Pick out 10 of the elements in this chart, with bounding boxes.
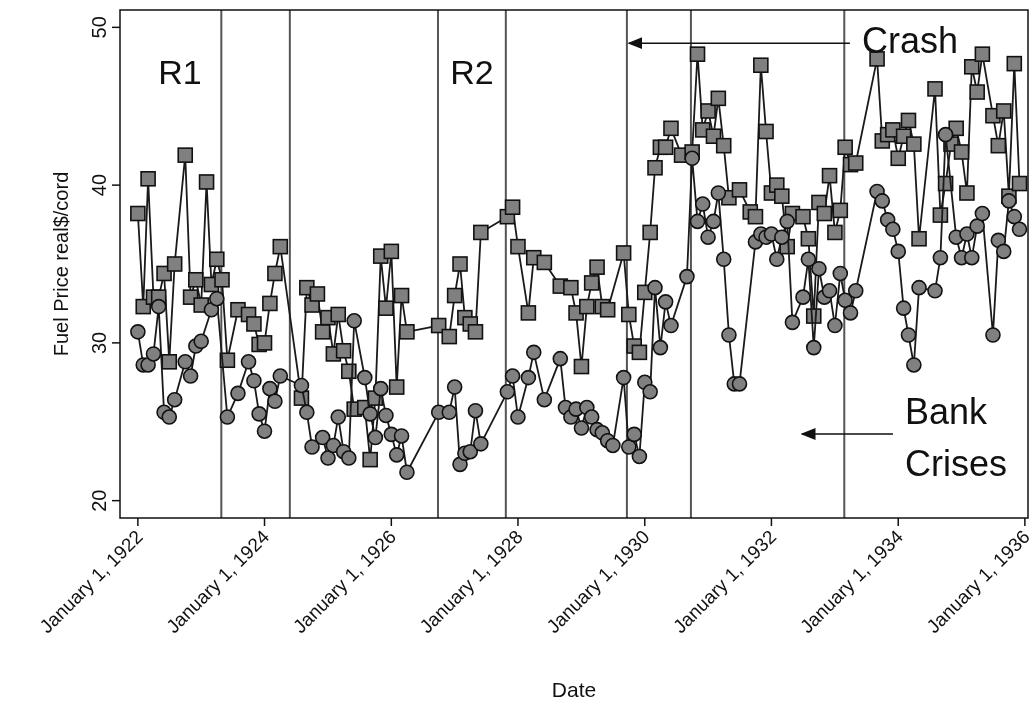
- annotation: Bank Crises: [905, 390, 1008, 484]
- y-axis-title: Fuel Price real$/cord: [50, 171, 72, 357]
- annotation: R2: [450, 52, 494, 91]
- x-axis-title: Date: [551, 678, 597, 701]
- y-tick-label: 50: [88, 16, 110, 39]
- y-tick-label: 40: [88, 173, 110, 197]
- annotation: Crash: [861, 19, 958, 61]
- y-tick-label: 30: [88, 331, 110, 355]
- y-tick-label: 20: [88, 489, 110, 512]
- annotation: R1: [158, 52, 202, 91]
